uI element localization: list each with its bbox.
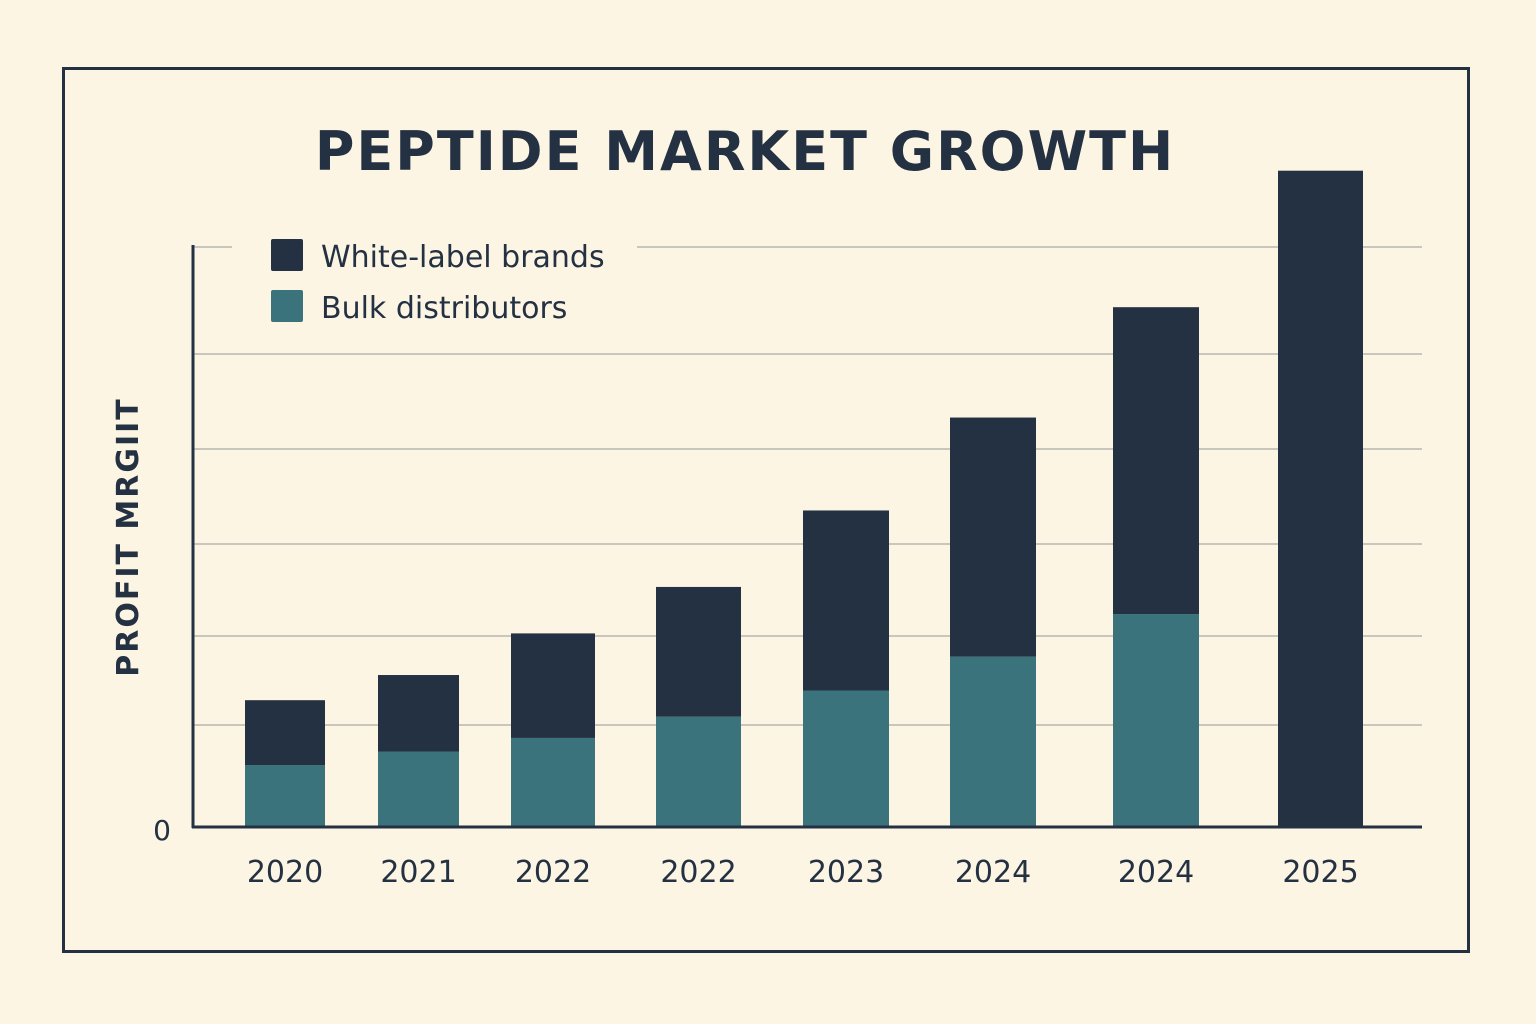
bar-bulk-2023	[803, 690, 889, 827]
bar-white-label-2022	[511, 633, 595, 738]
x-tick-label: 2023	[808, 855, 884, 890]
bar-bulk-2021	[378, 751, 459, 827]
bar-white-label-2025	[1278, 170, 1363, 828]
legend-label-white-label: White-label brands	[321, 240, 605, 275]
bar-white-label-2021	[378, 675, 459, 752]
bar-white-label-2020	[245, 700, 325, 766]
legend-swatch-bulk	[271, 290, 303, 322]
x-tick-label: 2025	[1282, 855, 1358, 890]
bar-bulk-2024	[950, 656, 1036, 827]
bar-white-label-2023	[803, 510, 889, 691]
bar-bulk-2020	[245, 765, 325, 827]
x-tick-label: 2022	[515, 855, 591, 890]
y-tick-label: 0	[153, 814, 171, 847]
x-tick-label: 2024	[1118, 855, 1194, 890]
x-tick-label: 2021	[380, 855, 456, 890]
bar-white-label-2024	[1113, 307, 1199, 615]
y-axis-label: PROFIT MRGIIT	[111, 397, 146, 677]
chart-frame	[62, 67, 1470, 953]
bar-white-label-2022	[656, 586, 741, 717]
bar-white-label-2024	[950, 417, 1036, 657]
bar-bulk-2024	[1113, 614, 1199, 827]
bar-bulk-2022	[656, 716, 741, 827]
legend: White-label brands Bulk distributors	[232, 236, 637, 336]
chart-title: PEPTIDE MARKET GROWTH	[315, 120, 1175, 183]
legend-label-bulk: Bulk distributors	[321, 291, 567, 326]
x-tick-label: 2022	[660, 855, 736, 890]
bar-bulk-2022	[511, 737, 595, 827]
legend-swatch-white-label	[271, 239, 303, 271]
x-tick-label: 2020	[247, 855, 323, 890]
x-tick-label: 2024	[955, 855, 1031, 890]
